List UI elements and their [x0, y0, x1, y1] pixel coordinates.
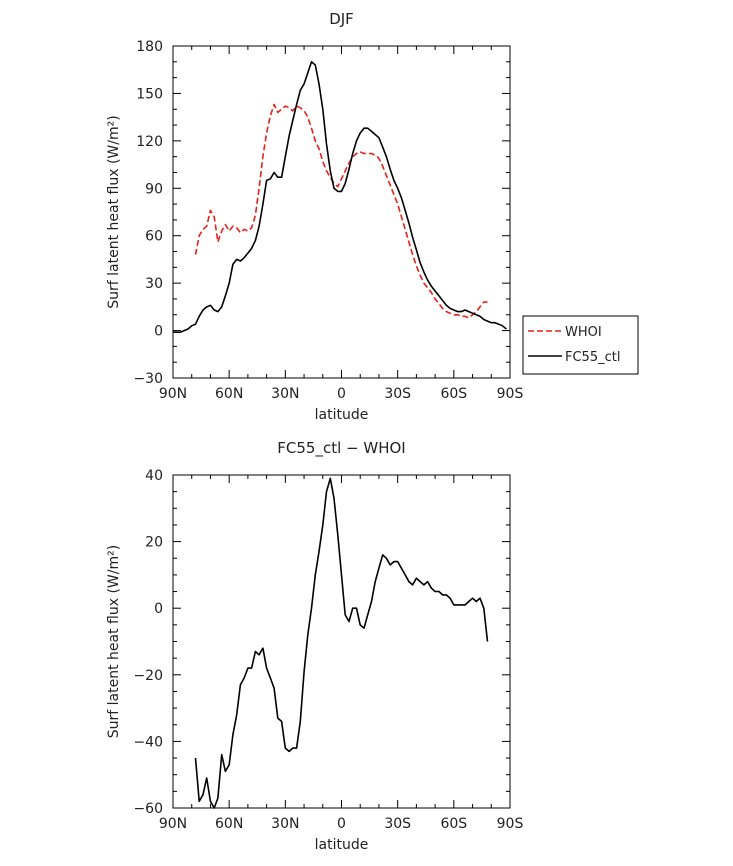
x-axis-label: latitude [315, 407, 369, 423]
y-tick-label: 120 [136, 134, 163, 150]
y-axis-label: Surf latent heat flux (W/m²) [106, 115, 122, 308]
legend: WHOI FC55_ctl [522, 315, 639, 375]
legend-box [522, 315, 639, 375]
y-tick-label: 60 [145, 229, 163, 245]
legend-label-fc55-ctl: FC55_ctl [565, 350, 620, 365]
x-tick-label: 90N [159, 386, 187, 402]
x-tick-label: 30S [384, 816, 411, 832]
legend-label-whoi: WHOI [565, 325, 602, 340]
x-tick-label: 30N [271, 816, 299, 832]
x-tick-label: 60N [215, 386, 243, 402]
y-tick-label: −40 [133, 734, 163, 750]
y-tick-label: 0 [154, 601, 163, 617]
y-tick-label: 40 [145, 468, 163, 484]
y-tick-label: 150 [136, 86, 163, 102]
y-tick-label: 90 [145, 181, 163, 197]
y-tick-label: −20 [133, 668, 163, 684]
y-tick-label: 0 [154, 324, 163, 340]
x-axis-label: latitude [315, 837, 369, 853]
y-axis-label: Surf latent heat flux (W/m²) [106, 545, 122, 738]
y-tick-label: 180 [136, 39, 163, 55]
series-line-whoi [194, 103, 488, 319]
plot-frame [172, 474, 511, 809]
y-tick-label: −60 [133, 801, 163, 817]
x-tick-label: 90S [497, 816, 524, 832]
x-tick-label: 0 [337, 386, 346, 402]
y-tick-label: 20 [145, 535, 163, 551]
series-line-fc55-ctl [173, 60, 507, 334]
y-tick-label: −30 [133, 371, 163, 387]
x-tick-label: 90N [159, 816, 187, 832]
y-tick-label: 30 [145, 276, 163, 292]
chart-panel-2: 90N 60N 30N 0 30S 60S 90S −60 −40 −20 0 20 40 FC55_ct… [106, 439, 523, 853]
chart-title: FC55_ctl − WHOI [277, 439, 405, 458]
plot-frame [172, 45, 511, 379]
x-tick-label: 60S [440, 386, 467, 402]
x-tick-label: 0 [337, 816, 346, 832]
x-tick-label: 30S [384, 386, 411, 402]
series-line-difference [194, 477, 489, 809]
x-tick-label: 60N [215, 816, 243, 832]
chart-panel-1: 90N 60N 30N 0 30S 60S 90S −30 0 30 60 90 120 150 180 DJ… [106, 10, 639, 423]
chart-title: DJF [329, 10, 354, 28]
x-tick-label: 60S [440, 816, 467, 832]
x-tick-label: 90S [497, 386, 524, 402]
x-tick-label: 30N [271, 386, 299, 402]
